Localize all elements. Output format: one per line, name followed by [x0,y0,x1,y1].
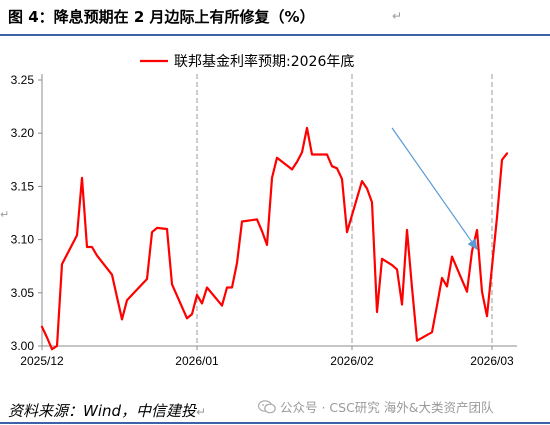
x-tick-label: 2026/03 [470,354,514,368]
return-mark-side: ↵ [0,208,10,221]
y-tick-label: 3.00 [11,339,35,353]
watermark: 公众号 · CSC研究 海外&大类资产团队 [258,397,494,416]
figure-header: 图 4：降息预期在 2 月边际上有所修复（%） ↵ [0,0,550,34]
title-rule [0,34,550,36]
y-tick-label: 3.10 [11,233,35,247]
y-tick-label: 3.05 [11,286,35,300]
wechat-icon [258,399,276,413]
bottom-rule [0,422,550,424]
x-tick-label: 2026/02 [330,354,374,368]
chart-area: 3.00 3.05 3.10 3.15 3.20 3.25 2025/12 2026/01 20… [0,36,550,385]
figure-title: 图 4：降息预期在 2 月边际上有所修复（%） [8,8,315,26]
return-mark-title: ↵ [392,9,403,23]
x-tick-label: 2026/01 [175,354,219,368]
y-tick-label: 3.15 [11,179,35,193]
return-mark-footer: ↵ [196,405,207,419]
legend-label: 联邦基金利率预期:2026年底 [174,53,354,70]
annotation-arrow [391,127,478,251]
watermark-text: 公众号 · CSC研究 海外&大类资产团队 [280,400,494,415]
series-line [40,126,509,351]
y-tick-label: 3.20 [11,126,35,140]
y-tick-label: 3.25 [11,73,35,87]
source-text: 资料来源：Wind，中信建投 [8,402,197,420]
line-chart: 3.00 3.05 3.10 3.15 3.20 3.25 2025/12 2026/01 20… [11,53,517,368]
figure-source: 资料来源：Wind，中信建投↵ [8,400,206,421]
x-tick-label: 2025/12 [20,354,64,368]
